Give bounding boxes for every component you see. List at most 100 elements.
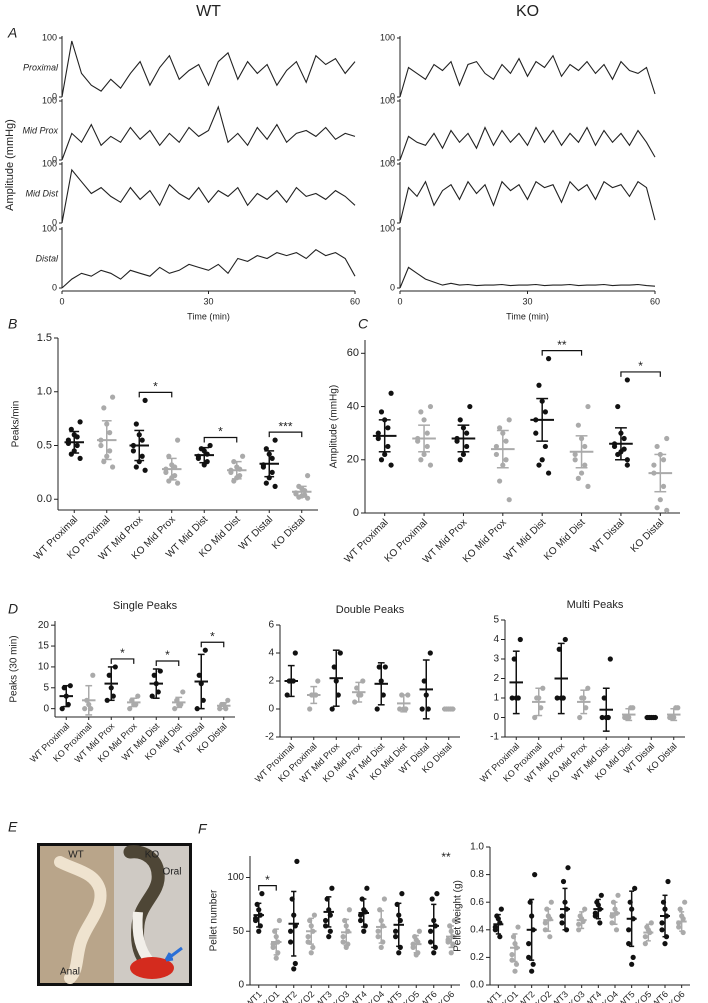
x-tick-label: KO1: [262, 989, 282, 1003]
data-point: [682, 899, 688, 905]
data-point: [340, 934, 346, 940]
column-title: WT: [196, 3, 221, 20]
data-point: [615, 892, 621, 898]
data-point: [611, 443, 618, 450]
significance-label: *: [120, 646, 125, 660]
trace: [61, 249, 356, 289]
data-point: [424, 443, 430, 450]
data-point: [337, 650, 343, 656]
data-point: [624, 377, 630, 383]
y-tick-label: 60: [347, 347, 359, 359]
data-point: [378, 409, 385, 415]
data-point: [530, 961, 536, 967]
x-tick-label: WT6: [418, 989, 439, 1003]
x-tick-label: 60: [650, 296, 660, 306]
significance-bracket: [541, 350, 583, 356]
data-point: [506, 417, 512, 423]
panel-letter: C: [358, 316, 369, 332]
data-point: [410, 944, 416, 950]
data-point: [667, 714, 673, 721]
data-point: [418, 457, 424, 463]
trace: [61, 40, 356, 98]
y-tick-label: 100: [42, 223, 57, 233]
data-point: [142, 397, 148, 403]
data-point: [497, 425, 503, 431]
data-point: [305, 934, 311, 940]
significance-label: *: [153, 380, 158, 394]
data-point: [276, 917, 282, 924]
y-tick-label: 100: [380, 223, 395, 233]
data-point: [629, 961, 635, 967]
data-point: [307, 706, 313, 712]
data-point: [467, 403, 473, 410]
data-point: [664, 435, 670, 442]
data-point: [104, 697, 110, 703]
data-point: [559, 920, 565, 926]
significance-bracket: [203, 436, 238, 443]
data-point: [107, 448, 113, 454]
data-point: [416, 928, 422, 934]
data-point: [358, 917, 364, 924]
data-point: [346, 907, 352, 913]
x-tick-label: WT5: [383, 989, 404, 1003]
data-point: [260, 464, 266, 470]
y-axis-label: Peaks/min: [11, 401, 22, 448]
y-tick-label: 20: [38, 620, 50, 631]
significance-label: ***: [278, 419, 292, 433]
data-point: [642, 941, 648, 947]
y-tick-label: 100: [380, 158, 395, 168]
wt-colon: [54, 856, 107, 984]
photo-label: Anal: [60, 967, 80, 978]
data-point: [418, 409, 424, 415]
y-tick-label: 0.0: [470, 980, 484, 991]
y-tick-label: 0: [353, 507, 359, 519]
data-point: [393, 928, 399, 934]
data-point: [240, 453, 246, 459]
ko-rectum: [130, 957, 174, 979]
data-point: [615, 451, 621, 458]
y-tick-label: 1.0: [470, 842, 484, 853]
data-point: [457, 417, 463, 423]
data-point: [139, 437, 145, 443]
data-point: [529, 968, 535, 974]
data-point: [512, 968, 518, 974]
data-point: [624, 457, 630, 463]
data-point: [305, 939, 311, 945]
data-point: [492, 927, 498, 933]
significance-bracket: [258, 885, 277, 891]
data-point: [503, 438, 509, 444]
data-point: [582, 443, 588, 450]
data-point: [291, 966, 297, 972]
data-point: [263, 446, 269, 452]
y-tick-label: 5: [43, 682, 49, 693]
data-point: [375, 934, 381, 940]
data-point: [659, 920, 665, 926]
y-tick-label: 0: [390, 217, 395, 227]
y-tick-label: 2: [493, 673, 499, 684]
data-point: [585, 403, 591, 410]
data-point: [503, 457, 509, 463]
data-point: [67, 683, 73, 689]
data-point: [272, 437, 278, 443]
data-point: [578, 470, 585, 476]
data-point: [323, 917, 329, 924]
data-point: [415, 438, 421, 444]
data-point: [270, 944, 276, 950]
y-tick-label: 0: [52, 91, 57, 101]
y-tick-label: 0.2: [470, 952, 484, 963]
data-point: [315, 678, 321, 684]
y-tick-label: 0: [390, 91, 395, 101]
y-tick-label: 2: [268, 676, 274, 687]
data-point: [664, 507, 670, 513]
y-tick-label: 100: [380, 95, 395, 105]
significance-label: *: [265, 873, 270, 887]
data-point: [107, 430, 113, 436]
data-point: [82, 706, 88, 712]
trace: [399, 126, 656, 161]
x-tick-label: WT1: [243, 989, 264, 1003]
data-point: [660, 457, 667, 463]
data-point: [382, 451, 388, 458]
data-point: [575, 475, 581, 481]
x-tick-label: KO2: [297, 989, 317, 1003]
data-point: [329, 885, 335, 891]
